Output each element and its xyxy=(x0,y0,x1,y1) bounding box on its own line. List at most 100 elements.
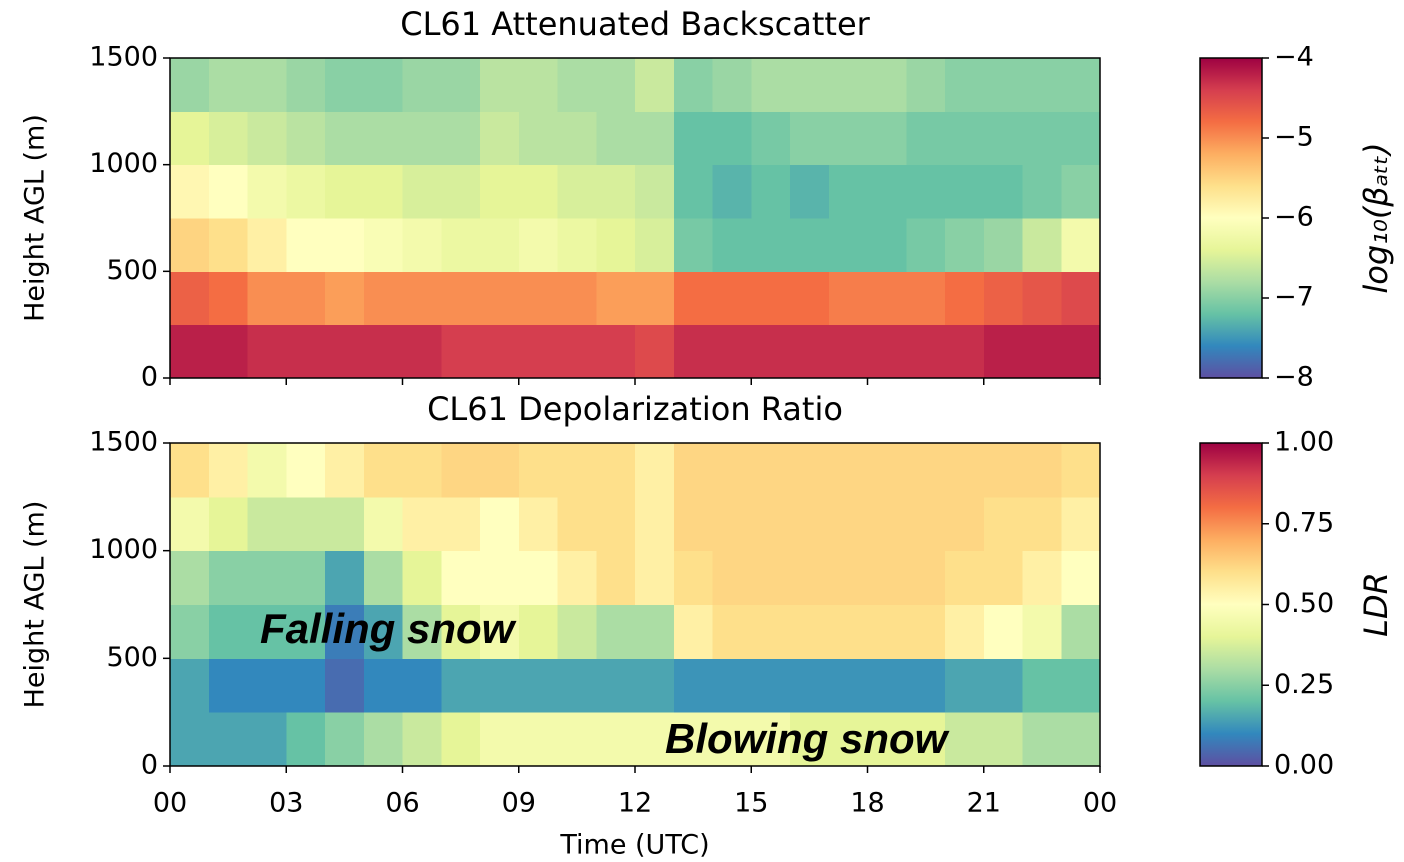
heatmap-cell xyxy=(518,712,558,767)
heatmap-cell xyxy=(1061,604,1101,659)
heatmap-cell xyxy=(673,550,713,605)
colorbar-label: LDR xyxy=(1357,572,1395,637)
colorbar-tick-label: −4 xyxy=(1274,42,1314,73)
heatmap-cell xyxy=(1022,164,1062,219)
heatmap-cell xyxy=(208,550,248,605)
heatmap-cell xyxy=(867,443,907,498)
heatmap-cell xyxy=(790,164,830,219)
heatmap-cell xyxy=(363,604,403,659)
heatmap-cell xyxy=(325,271,365,326)
heatmap-cell xyxy=(906,712,946,767)
heatmap-cell xyxy=(557,164,597,219)
heatmap-cell xyxy=(247,604,287,659)
y-tick-label: 1500 xyxy=(89,42,158,73)
heatmap-cell xyxy=(867,111,907,166)
heatmap-cell xyxy=(286,58,326,112)
heatmap-cell xyxy=(983,58,1023,112)
colorbar-tick-label: 0.25 xyxy=(1274,669,1334,700)
heatmap-cell xyxy=(1061,58,1101,112)
heatmap-cell xyxy=(557,443,597,498)
x-tick-label: 09 xyxy=(502,788,536,819)
heatmap-cell xyxy=(170,111,210,166)
heatmap-cell xyxy=(1022,443,1062,498)
colorbar-label: log₁₀(βₐₜₜ) xyxy=(1357,142,1395,293)
heatmap-cell xyxy=(828,658,868,713)
heatmap-cell xyxy=(790,712,830,767)
heatmap-cell xyxy=(828,324,868,379)
heatmap-cell xyxy=(828,496,868,552)
heatmap-cell xyxy=(828,271,868,326)
heatmap-cell xyxy=(945,496,985,552)
annotation: Falling snow xyxy=(260,605,517,652)
heatmap-cell xyxy=(441,111,481,166)
heatmap-cell xyxy=(712,658,752,713)
heatmap-cell xyxy=(790,111,830,166)
heatmap-cell xyxy=(673,271,713,326)
heatmap-cell xyxy=(286,496,326,552)
y-tick-label: 500 xyxy=(106,642,158,673)
heatmap-cell xyxy=(1022,658,1062,713)
heatmap-cell xyxy=(208,271,248,326)
heatmap-cell xyxy=(286,712,326,767)
heatmap-cell xyxy=(363,550,403,605)
heatmap-cell xyxy=(325,604,365,659)
x-tick-label: 00 xyxy=(153,788,187,819)
heatmap-cell xyxy=(170,443,210,498)
heatmap-cell xyxy=(325,324,365,379)
heatmap-cell xyxy=(596,271,636,326)
heatmap-cell xyxy=(945,712,985,767)
heatmap-cell xyxy=(518,164,558,219)
heatmap-cell xyxy=(1022,218,1062,272)
heatmap-cell xyxy=(363,111,403,166)
heatmap-cell xyxy=(208,164,248,219)
heatmap-cell xyxy=(596,604,636,659)
heatmap-cell xyxy=(557,324,597,379)
heatmap-cell xyxy=(363,712,403,767)
heatmap-cell xyxy=(441,658,481,713)
heatmap-cell xyxy=(1022,550,1062,605)
heatmap-cell xyxy=(712,712,752,767)
heatmap-cell xyxy=(790,271,830,326)
heatmap-cell xyxy=(1061,271,1101,326)
heatmap-cell xyxy=(906,443,946,498)
x-tick-label: 06 xyxy=(385,788,419,819)
heatmap-cell xyxy=(1061,218,1101,272)
heatmap-cell xyxy=(867,712,907,767)
x-tick-label: 18 xyxy=(850,788,884,819)
heatmap-cell xyxy=(208,496,248,552)
heatmap-cell xyxy=(325,164,365,219)
heatmap-cell xyxy=(518,324,558,379)
heatmap-cell xyxy=(286,324,326,379)
heatmap-cell xyxy=(208,324,248,379)
heatmap-cell xyxy=(596,218,636,272)
heatmap-cell xyxy=(480,550,520,605)
heatmap-cell xyxy=(480,324,520,379)
heatmap-cell xyxy=(906,324,946,379)
heatmap-cell xyxy=(635,712,675,767)
colorbar-tick-label: 0.00 xyxy=(1274,750,1334,781)
colorbar-tick-label: −6 xyxy=(1274,202,1314,233)
heatmap-cell xyxy=(945,164,985,219)
heatmap-cell xyxy=(673,111,713,166)
colorbar-tick-label: 0.50 xyxy=(1274,588,1334,619)
heatmap-cell xyxy=(402,324,442,379)
heatmap-cell xyxy=(286,111,326,166)
x-tick-label: 00 xyxy=(1083,788,1117,819)
heatmap-cell xyxy=(170,712,210,767)
heatmap-cell xyxy=(790,218,830,272)
heatmap-cell xyxy=(518,496,558,552)
heatmap-cell xyxy=(983,496,1023,552)
heatmap-cell xyxy=(325,550,365,605)
heatmap-cell xyxy=(751,443,791,498)
heatmap-cell xyxy=(790,496,830,552)
heatmap-cell xyxy=(441,164,481,219)
heatmap-cell xyxy=(402,658,442,713)
heatmap-cell xyxy=(751,324,791,379)
heatmap-cell xyxy=(790,550,830,605)
heatmap-cell xyxy=(402,712,442,767)
heatmap-cell xyxy=(1061,550,1101,605)
heatmap-cell xyxy=(596,658,636,713)
heatmap-cell xyxy=(945,443,985,498)
heatmap-cell xyxy=(635,164,675,219)
